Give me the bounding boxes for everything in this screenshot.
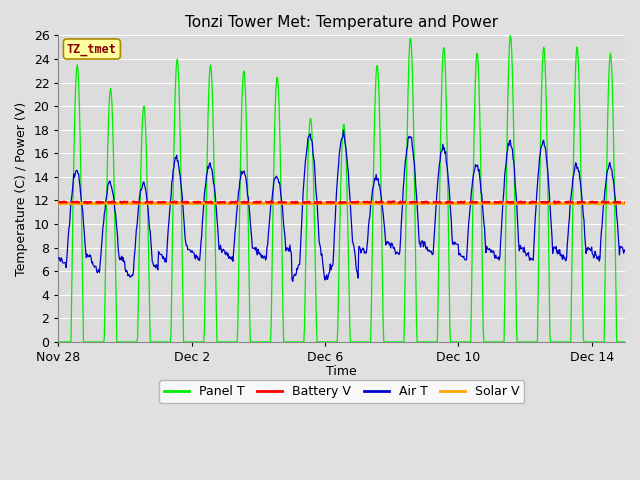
Title: Tonzi Tower Met: Temperature and Power: Tonzi Tower Met: Temperature and Power bbox=[185, 15, 499, 30]
Text: TZ_tmet: TZ_tmet bbox=[67, 43, 117, 56]
Y-axis label: Temperature (C) / Power (V): Temperature (C) / Power (V) bbox=[15, 102, 28, 276]
X-axis label: Time: Time bbox=[326, 365, 357, 378]
Legend: Panel T, Battery V, Air T, Solar V: Panel T, Battery V, Air T, Solar V bbox=[159, 380, 524, 403]
